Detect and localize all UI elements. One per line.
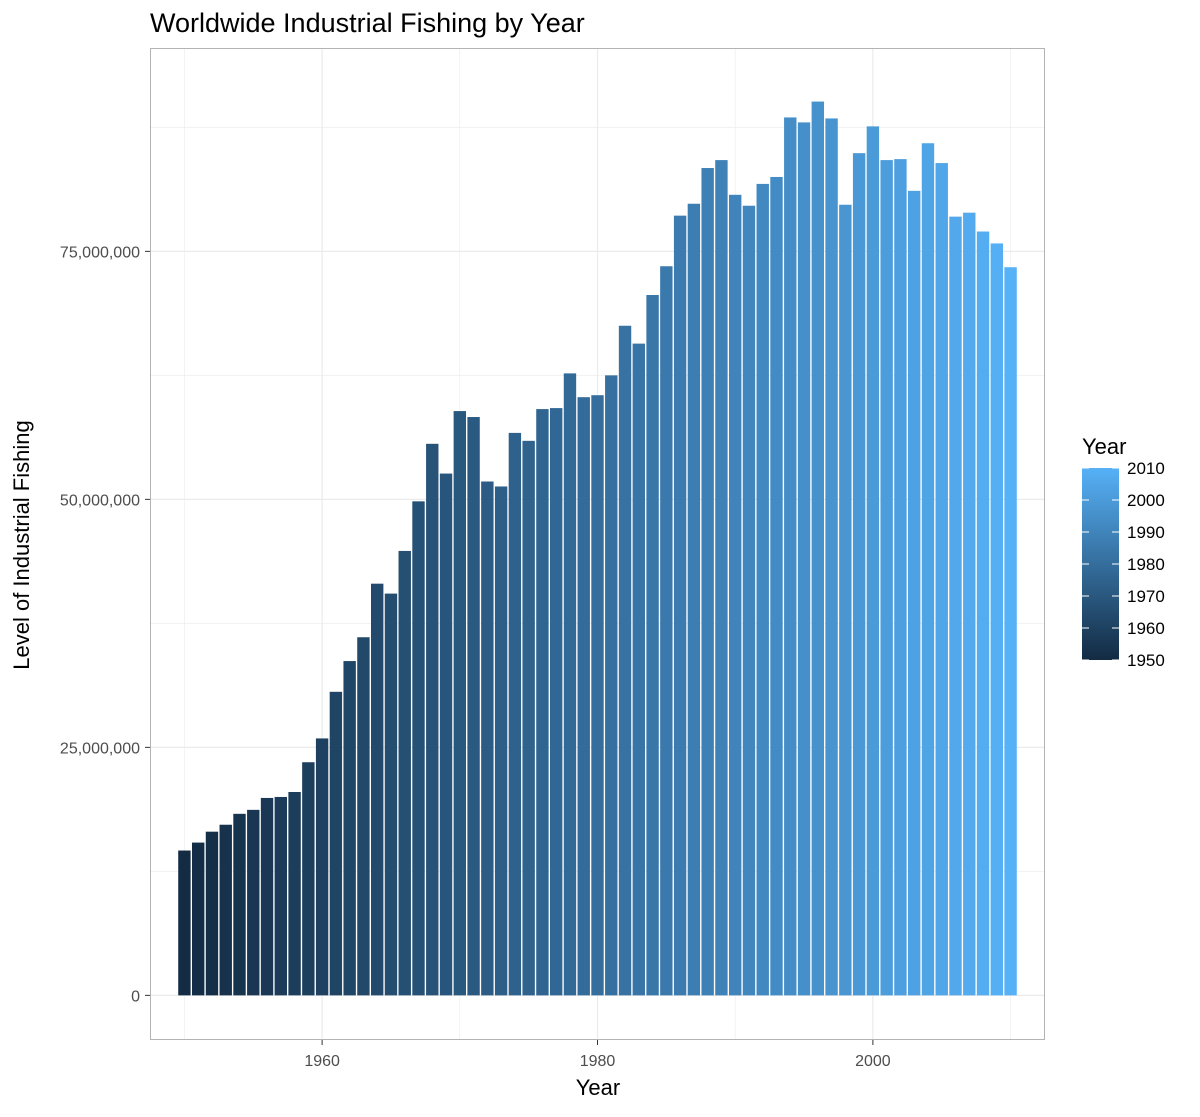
bar <box>605 375 618 996</box>
bar <box>191 842 205 996</box>
bar <box>1004 267 1017 996</box>
legend-label: 2010 <box>1127 459 1165 478</box>
y-axis-title: Level of Industrial Fishing <box>9 420 34 669</box>
bar <box>687 203 701 996</box>
legend-label: 1960 <box>1127 619 1165 638</box>
plot-panel <box>150 48 1045 1040</box>
legend-label: 1970 <box>1127 587 1165 606</box>
bar <box>577 397 590 996</box>
bar <box>384 593 398 996</box>
bar <box>921 143 935 996</box>
bar <box>467 417 480 996</box>
bar <box>274 796 288 996</box>
bar <box>770 176 783 996</box>
bar <box>343 661 356 996</box>
bar <box>481 481 494 996</box>
bar <box>894 159 907 996</box>
y-tick-label: 50,000,000 <box>60 492 140 509</box>
bar <box>426 443 439 996</box>
bar <box>508 432 522 996</box>
bar <box>976 231 990 996</box>
legend-label: 1990 <box>1127 523 1165 542</box>
bar <box>825 118 838 996</box>
bar <box>990 243 1004 996</box>
bar <box>907 190 921 996</box>
panel-border <box>150 48 1045 1040</box>
bar <box>839 204 852 996</box>
bar <box>302 762 315 996</box>
bar <box>797 122 811 996</box>
bar <box>260 797 274 996</box>
legend-label: 1980 <box>1127 555 1165 574</box>
bar <box>357 637 370 996</box>
bar <box>935 163 948 996</box>
bar <box>536 409 549 996</box>
y-tick-label: 75,000,000 <box>60 244 140 261</box>
bar <box>288 792 301 996</box>
legend: Year 2010 2000 1990 1980 1970 1960 1950 <box>1082 434 1165 670</box>
legend-label: 1950 <box>1127 651 1165 670</box>
x-tick-label: 1960 <box>304 1053 340 1070</box>
x-axis: 1960 1980 2000 <box>304 1040 891 1070</box>
legend-title: Year <box>1082 434 1126 459</box>
bar <box>233 813 246 996</box>
bar <box>756 183 769 996</box>
y-axis: 0 25,000,000 50,000,000 75,000,000 <box>60 244 150 1005</box>
bar <box>715 160 728 996</box>
bar <box>963 212 976 996</box>
bar <box>329 691 343 996</box>
bar <box>701 168 714 996</box>
bar <box>563 373 577 996</box>
bar <box>618 325 632 996</box>
bar <box>494 486 508 996</box>
y-tick-label: 25,000,000 <box>60 740 140 757</box>
bar <box>949 216 962 996</box>
bar <box>591 395 604 996</box>
bar <box>880 160 893 996</box>
bar <box>728 194 742 996</box>
bar <box>247 809 260 996</box>
bar <box>370 583 384 996</box>
chart-title: Worldwide Industrial Fishing by Year <box>150 8 585 38</box>
bar <box>646 295 659 996</box>
x-tick-label: 2000 <box>855 1053 891 1070</box>
bar <box>219 824 232 996</box>
x-tick-label: 1980 <box>580 1053 616 1070</box>
bar <box>549 408 563 996</box>
bar <box>660 266 673 996</box>
bar <box>852 153 866 996</box>
y-tick-label: 0 <box>131 988 140 1005</box>
bar <box>453 411 467 996</box>
bar <box>412 501 425 996</box>
bar <box>398 550 411 996</box>
bar <box>673 215 687 996</box>
bar <box>811 101 825 996</box>
bar-series <box>178 101 1017 996</box>
legend-label: 2000 <box>1127 491 1165 510</box>
bar <box>315 738 329 996</box>
bar <box>742 205 756 996</box>
bar <box>178 850 191 996</box>
legend-ticks: 2010 2000 1990 1980 1970 1960 1950 <box>1082 459 1165 670</box>
bar <box>784 117 797 996</box>
x-axis-title: Year <box>576 1075 620 1100</box>
bar <box>866 126 880 996</box>
bar <box>439 473 453 996</box>
bar <box>205 831 219 996</box>
bar <box>632 343 646 996</box>
bar <box>522 440 535 996</box>
